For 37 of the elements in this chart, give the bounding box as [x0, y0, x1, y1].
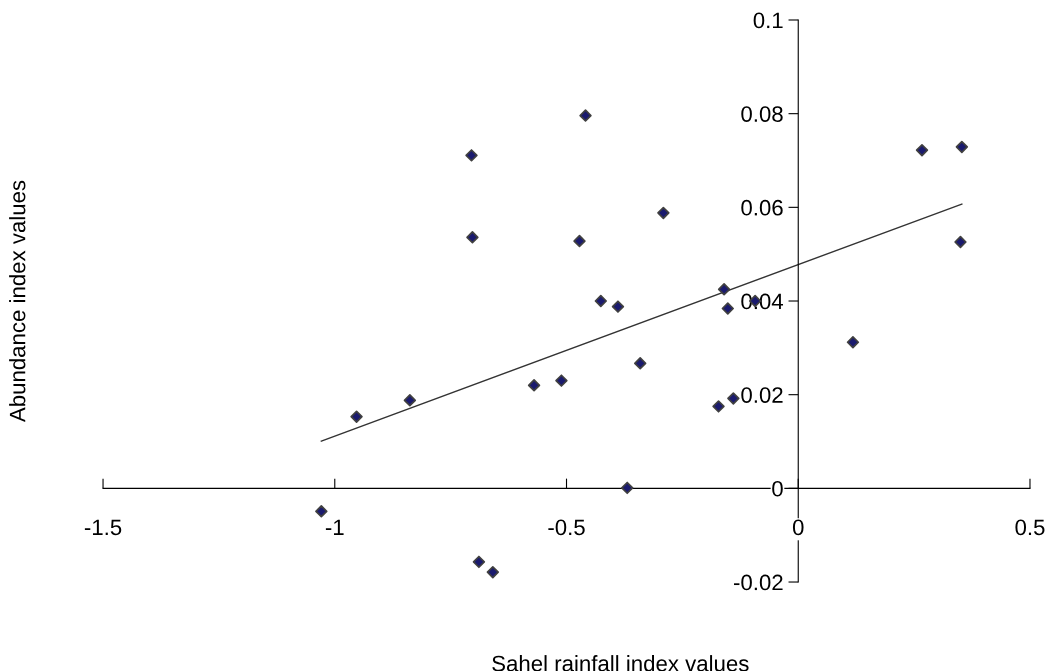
x-tick-label: -0.5	[548, 519, 585, 536]
point	[721, 302, 735, 315]
point	[633, 357, 647, 370]
point	[611, 300, 625, 313]
point	[555, 374, 568, 387]
point	[657, 206, 670, 220]
point	[486, 565, 500, 579]
point	[350, 410, 363, 423]
point	[621, 481, 634, 495]
point	[955, 140, 969, 154]
y-tick-label: 0.06	[741, 199, 783, 216]
point	[727, 392, 740, 405]
point	[954, 235, 967, 249]
y-tick-label: 0.1	[753, 12, 783, 29]
point	[915, 143, 929, 157]
point	[315, 505, 328, 518]
point	[466, 231, 479, 244]
y-tick-label: -0.02	[734, 574, 783, 591]
point	[594, 294, 608, 308]
point	[717, 283, 731, 296]
point	[573, 234, 586, 248]
point	[846, 336, 860, 349]
point	[403, 394, 417, 407]
y-tick-label: 0.08	[741, 106, 783, 122]
x-tick-label: -1	[325, 519, 344, 536]
x-axis-title: Sahel rainfall index values	[492, 655, 749, 671]
point	[527, 379, 541, 392]
point	[579, 109, 592, 122]
x-tick-label: 0	[792, 519, 804, 536]
point	[712, 400, 725, 413]
y-tick-label: 0	[772, 480, 783, 497]
point	[472, 555, 486, 569]
y-axis-title: Abundance index values	[9, 180, 26, 423]
y-tick-label: 0.02	[741, 387, 783, 403]
point	[465, 149, 478, 162]
x-tick-label: -1.5	[84, 519, 122, 536]
x-tick-label: 0.5	[1015, 519, 1045, 536]
